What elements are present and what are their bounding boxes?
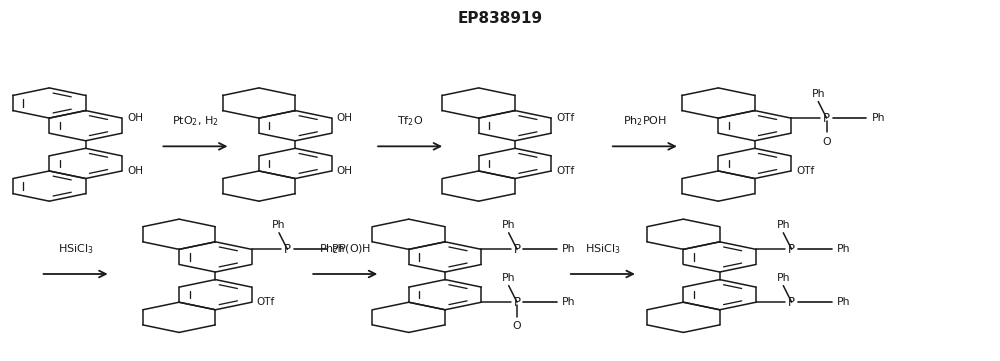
Text: OTf: OTf xyxy=(796,166,814,176)
Text: PtO$_2$, H$_2$: PtO$_2$, H$_2$ xyxy=(172,114,219,129)
Text: O: O xyxy=(513,321,521,331)
Text: OH: OH xyxy=(337,113,353,123)
Text: Ph: Ph xyxy=(272,220,286,230)
Text: P: P xyxy=(823,112,830,125)
Text: Ph: Ph xyxy=(777,220,790,230)
Text: P: P xyxy=(514,243,521,256)
Text: Ph: Ph xyxy=(837,244,850,255)
Text: P: P xyxy=(284,243,291,256)
Text: HSiCl$_3$: HSiCl$_3$ xyxy=(585,242,621,256)
Text: OTf: OTf xyxy=(556,166,575,176)
Text: OH: OH xyxy=(127,166,143,176)
Text: O: O xyxy=(822,136,831,147)
Text: P: P xyxy=(514,296,521,309)
Text: Ph: Ph xyxy=(837,297,850,307)
Text: Ph: Ph xyxy=(502,273,515,283)
Text: OTf: OTf xyxy=(556,113,575,123)
Text: Ph: Ph xyxy=(872,113,885,123)
Text: EP838919: EP838919 xyxy=(457,12,543,26)
Text: Ph: Ph xyxy=(562,297,575,307)
Text: OH: OH xyxy=(127,113,143,123)
Text: HSiCl$_3$: HSiCl$_3$ xyxy=(58,242,93,256)
Text: Ph: Ph xyxy=(562,244,575,255)
Text: P: P xyxy=(788,296,795,309)
Text: OH: OH xyxy=(337,166,353,176)
Text: Ph: Ph xyxy=(811,88,825,99)
Text: Tf$_2$O: Tf$_2$O xyxy=(397,114,423,129)
Text: Ph: Ph xyxy=(502,220,515,230)
Text: Ph$_2$P(O)H: Ph$_2$P(O)H xyxy=(319,243,371,256)
Text: Ph: Ph xyxy=(332,244,346,255)
Text: P: P xyxy=(788,243,795,256)
Text: OTf: OTf xyxy=(257,297,275,307)
Text: Ph: Ph xyxy=(777,273,790,283)
Text: Ph$_2$POH: Ph$_2$POH xyxy=(623,114,667,129)
